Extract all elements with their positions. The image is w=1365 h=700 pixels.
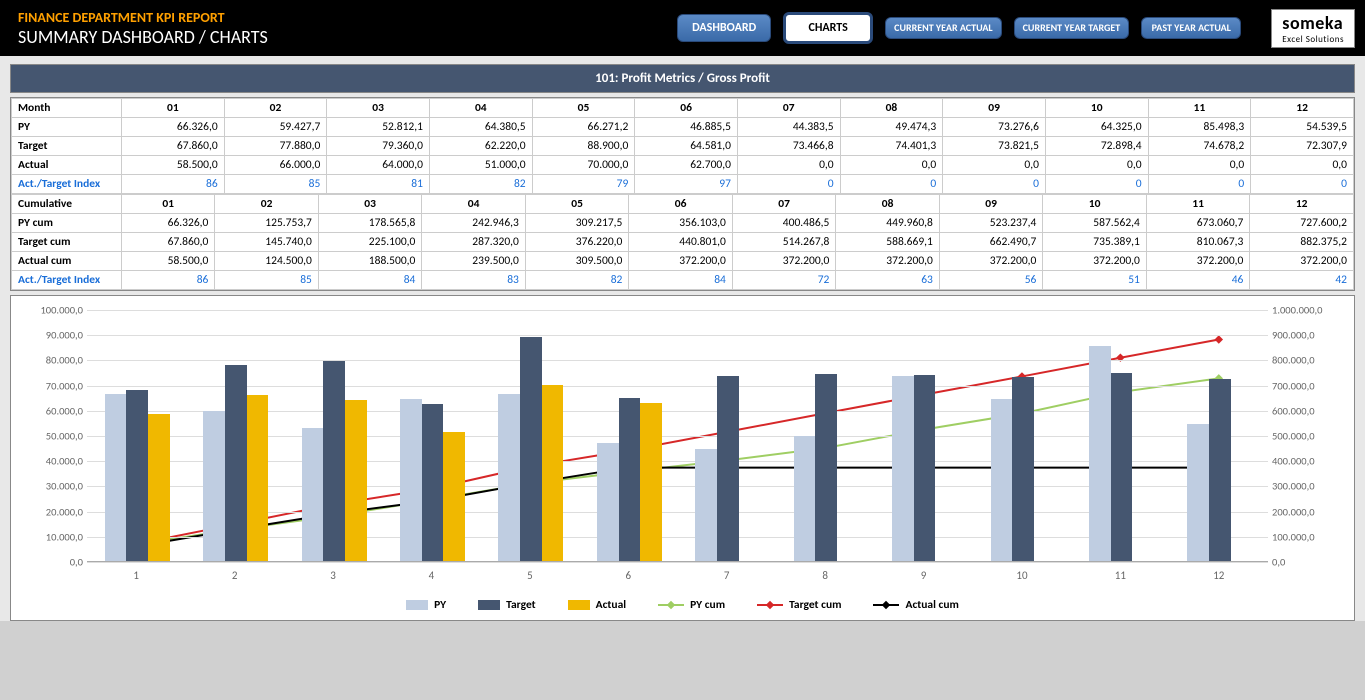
legend-py: PY (406, 598, 446, 612)
y2-axis-label: 400.000,0 (1272, 455, 1348, 468)
header-bar: FINANCE DEPARTMENT KPI REPORT SUMMARY DA… (0, 0, 1365, 56)
y2-axis-label: 600.000,0 (1272, 404, 1348, 417)
bar-py (400, 399, 422, 561)
legend-pycum: PY cum (658, 598, 725, 612)
legend-actual: Actual (568, 598, 626, 612)
y2-axis-label: 200.000,0 (1272, 505, 1348, 518)
x-axis-label: 4 (429, 569, 435, 582)
legend-targetcum: Target cum (757, 598, 841, 612)
bar-py (695, 449, 717, 561)
x-axis-label: 3 (330, 569, 336, 582)
y2-axis-label: 900.000,0 (1272, 329, 1348, 342)
table-row: Act./Target Index868581827997000000 (12, 175, 1354, 194)
dashboard-button[interactable]: DASHBOARD (677, 14, 771, 42)
y-axis-label: 30.000,0 (17, 480, 83, 493)
table-row: Target cum67.860,0145.740,0225.100,0287.… (12, 233, 1354, 252)
bar-py (597, 443, 619, 561)
table-row: Target67.860,077.880,079.360,062.220,088… (12, 137, 1354, 156)
y2-axis-label: 1.000.000,0 (1272, 304, 1348, 317)
y2-axis-label: 300.000,0 (1272, 480, 1348, 493)
x-axis-label: 5 (527, 569, 533, 582)
x-axis-label: 11 (1115, 569, 1126, 582)
x-axis-label: 12 (1213, 569, 1224, 582)
logo-sub: Excel Solutions (1282, 34, 1344, 45)
bar-py (794, 436, 816, 561)
bar-target (126, 390, 148, 561)
bar-py (302, 428, 324, 561)
y-axis-label: 0,0 (17, 556, 83, 569)
bar-actual (542, 385, 564, 561)
plot-area (87, 310, 1268, 562)
page-subtitle: SUMMARY DASHBOARD / CHARTS (10, 26, 268, 52)
table-row: Act./Target Index86858483828472635651464… (12, 271, 1354, 290)
bar-target (717, 376, 739, 561)
bar-target (1012, 377, 1034, 561)
y-axis-label: 80.000,0 (17, 354, 83, 367)
y2-axis-label: 100.000,0 (1272, 530, 1348, 543)
legend-actualcum: Actual cum (873, 598, 958, 612)
bar-target (1209, 379, 1231, 561)
table-row: PY cum66.326,0125.753,7178.565,8242.946,… (12, 214, 1354, 233)
section-title: 101: Profit Metrics / Gross Profit (10, 64, 1355, 93)
report-title: FINANCE DEPARTMENT KPI REPORT (10, 5, 268, 26)
bar-actual (148, 414, 170, 561)
bar-py (203, 411, 225, 561)
y-axis-label: 10.000,0 (17, 530, 83, 543)
bar-target (1111, 373, 1133, 561)
charts-button[interactable]: CHARTS (783, 12, 873, 44)
y2-axis-label: 800.000,0 (1272, 354, 1348, 367)
cy-target-button[interactable]: CURRENT YEAR TARGET (1014, 17, 1130, 39)
table-row: PY66.326,059.427,752.812,164.380,566.271… (12, 118, 1354, 137)
bar-py (1089, 346, 1111, 561)
y-axis-label: 90.000,0 (17, 329, 83, 342)
x-axis-label: 8 (822, 569, 828, 582)
bar-actual (443, 432, 465, 561)
bar-target (323, 361, 345, 561)
dashboard-container: FINANCE DEPARTMENT KPI REPORT SUMMARY DA… (0, 0, 1365, 621)
y2-axis-label: 700.000,0 (1272, 379, 1348, 392)
bar-target (619, 398, 641, 561)
x-axis-label: 9 (921, 569, 927, 582)
table-row: Actual cum58.500,0124.500,0188.500,0239.… (12, 252, 1354, 271)
y-axis-label: 70.000,0 (17, 379, 83, 392)
cy-actual-button[interactable]: CURRENT YEAR ACTUAL (885, 17, 1001, 39)
y-axis-label: 20.000,0 (17, 505, 83, 518)
x-axis-label: 10 (1016, 569, 1027, 582)
x-axis-label: 7 (724, 569, 730, 582)
y-axis-label: 60.000,0 (17, 404, 83, 417)
monthly-table: Month010203040506070809101112PY66.326,05… (11, 98, 1354, 194)
legend-target: Target (478, 598, 535, 612)
data-tables: Month010203040506070809101112PY66.326,05… (10, 97, 1355, 291)
x-axis-label: 2 (232, 569, 238, 582)
bar-py (498, 394, 520, 561)
logo-name: someka (1282, 12, 1343, 34)
bar-target (520, 337, 542, 561)
y-axis-label: 50.000,0 (17, 430, 83, 443)
x-axis-label: 1 (133, 569, 139, 582)
y-axis-label: 40.000,0 (17, 455, 83, 468)
bar-actual (640, 403, 662, 561)
x-axis-label: 6 (625, 569, 631, 582)
chart-container: 0,0 0,0 10.000,0 100.000,0 20.000,0 200.000,0… (10, 295, 1355, 621)
y2-axis-label: 0,0 (1272, 556, 1348, 569)
bar-py (1187, 424, 1209, 561)
y-axis-label: 100.000,0 (17, 304, 83, 317)
bar-py (105, 394, 127, 561)
bar-actual (345, 400, 367, 561)
bar-py (892, 376, 914, 561)
table-row: Actual58.500,066.000,064.000,051.000,070… (12, 156, 1354, 175)
logo: someka Excel Solutions (1271, 9, 1355, 48)
bar-target (815, 374, 837, 561)
bar-actual (247, 395, 269, 561)
bar-target (225, 365, 247, 561)
combo-chart: 0,0 0,0 10.000,0 100.000,0 20.000,0 200.000,0… (17, 304, 1348, 594)
y2-axis-label: 500.000,0 (1272, 430, 1348, 443)
py-actual-button[interactable]: PAST YEAR ACTUAL (1141, 17, 1241, 39)
bar-target (914, 375, 936, 561)
chart-legend: PY Target Actual PY cum Target cum Actua… (17, 594, 1348, 612)
bar-target (422, 404, 444, 561)
cumulative-table: Cumulative010203040506070809101112PY cum… (11, 194, 1354, 290)
bar-py (991, 399, 1013, 561)
nav-buttons: DASHBOARD CHARTS CURRENT YEAR ACTUAL CUR… (677, 9, 1355, 48)
